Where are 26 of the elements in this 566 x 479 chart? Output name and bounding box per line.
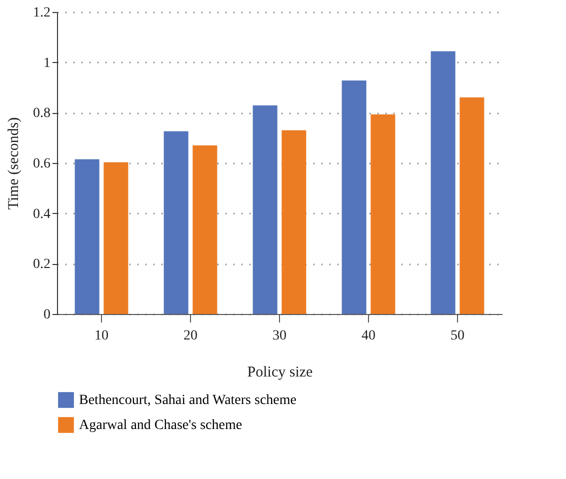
- bar: [252, 105, 278, 314]
- x-tick-label: 40: [362, 328, 376, 344]
- y-tick-label: 0.2: [33, 257, 50, 272]
- y-tick-label: 0.6: [33, 156, 50, 172]
- y-tick-label: 1: [44, 56, 50, 71]
- y-tick-label: 0: [44, 308, 50, 322]
- bar: [460, 97, 484, 314]
- x-axis-title: Policy size: [247, 364, 314, 380]
- bar: [342, 80, 366, 314]
- x-tick-label: 20: [184, 328, 198, 344]
- bar: [74, 159, 100, 314]
- x-tick-label: 10: [94, 328, 108, 344]
- y-tick-label: 0.8: [33, 106, 50, 122]
- y-axis-title: Time (seconds): [6, 117, 22, 210]
- bar: [370, 114, 396, 314]
- x-tick-label: 50: [450, 328, 464, 344]
- legend-label: Bethencourt, Sahai and Waters scheme: [79, 393, 296, 408]
- bar: [192, 145, 218, 314]
- bar: [430, 51, 456, 314]
- x-tick-label: 30: [272, 328, 286, 344]
- bar: [282, 130, 306, 314]
- y-tick-label: 0.4: [33, 206, 50, 222]
- bar: [164, 131, 188, 314]
- y-tick-label: 1.2: [33, 6, 50, 20]
- bar: [104, 162, 128, 314]
- legend-label: Agarwal and Chase's scheme: [79, 418, 242, 433]
